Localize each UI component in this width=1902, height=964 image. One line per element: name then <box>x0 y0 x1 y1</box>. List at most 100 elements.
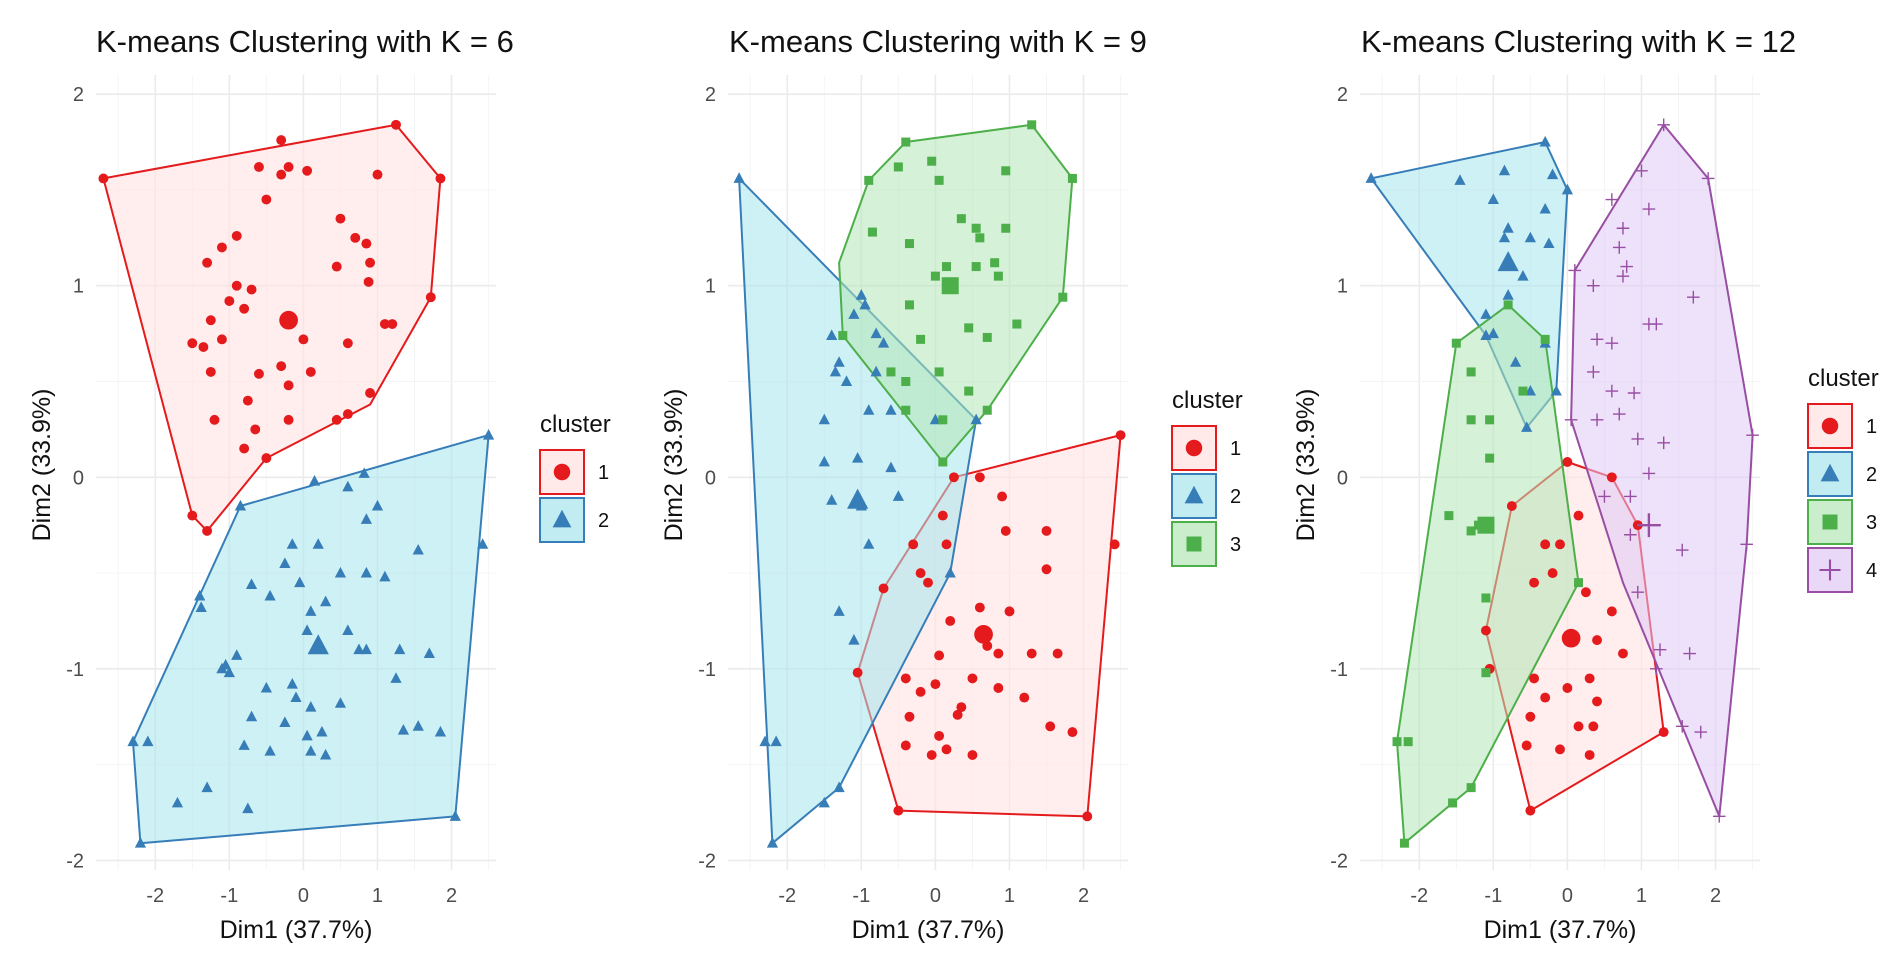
cluster-1-point <box>361 238 372 249</box>
cluster-3-point <box>1466 415 1476 425</box>
cluster-3-point <box>1444 511 1454 521</box>
cluster-3-center <box>1477 516 1495 534</box>
cluster-1-point <box>1026 648 1037 659</box>
cluster-1-point <box>967 750 978 761</box>
cluster-1-point <box>283 414 294 425</box>
cluster-2-point <box>1517 270 1529 281</box>
legend-shape <box>1185 439 1203 457</box>
cluster-4-point <box>1683 647 1696 660</box>
cluster-1-point <box>231 230 242 241</box>
cluster-1-point <box>1573 721 1584 732</box>
cluster-1-point <box>216 242 227 253</box>
y-tick-label: 2 <box>73 84 84 106</box>
cluster-1-point <box>205 366 216 377</box>
cluster-1-point <box>198 342 209 352</box>
cluster-1-point <box>878 583 889 594</box>
cluster-1-point <box>1547 568 1558 579</box>
cluster-2-point <box>766 837 779 848</box>
cluster-1-point <box>1052 648 1063 659</box>
x-tick-label: -2 <box>1410 885 1428 907</box>
legend-title: cluster <box>1172 387 1243 414</box>
cluster-1-point <box>254 368 264 379</box>
cluster-1-point <box>1000 525 1011 536</box>
cluster-1-point <box>365 257 376 268</box>
cluster-2-point <box>245 710 258 722</box>
x-tick-label: 1 <box>1004 885 1015 907</box>
cluster-2-point <box>833 605 845 616</box>
cluster-4-point <box>1605 384 1619 398</box>
cluster-4-point <box>1605 193 1619 206</box>
cluster-4-point <box>1657 118 1670 132</box>
legend-label: 3 <box>1230 534 1241 556</box>
cluster-1-point <box>250 424 261 435</box>
legend-label: 2 <box>1866 464 1877 486</box>
y-tick-label: 1 <box>1337 276 1348 298</box>
cluster-1-point <box>1606 606 1617 617</box>
cluster-2-point <box>360 643 372 655</box>
cluster-3-point <box>971 262 981 272</box>
x-axis-label: Dim1 (37.7%) <box>852 916 1005 944</box>
cluster-1-point <box>261 194 272 205</box>
cluster-3-point <box>1448 798 1458 808</box>
cluster-1-point <box>1521 740 1532 751</box>
cluster-3-hull <box>1396 303 1580 845</box>
cluster-3-point <box>1012 319 1022 329</box>
cluster-1-point <box>224 296 235 306</box>
cluster-4-point <box>1712 810 1726 823</box>
cluster-1-point <box>1562 683 1573 693</box>
cluster-1-point <box>1592 635 1602 646</box>
cluster-2-point <box>134 837 147 848</box>
legend-label: 2 <box>1230 486 1241 508</box>
legend: cluster 1 2 <box>539 411 611 543</box>
cluster-4-point <box>1605 336 1619 350</box>
legend-label: 3 <box>1866 512 1877 534</box>
cluster-2-point <box>290 691 302 703</box>
y-axis-label: Dim2 (33.9%) <box>660 389 688 542</box>
legend: cluster 1 2 3 <box>1171 387 1243 567</box>
cluster-2-point <box>1550 384 1562 396</box>
x-tick-label: -1 <box>1484 885 1502 907</box>
cluster-2-point <box>829 365 842 377</box>
cluster-2-center <box>847 488 869 509</box>
cluster-2-point <box>848 633 860 645</box>
cluster-4-point <box>1635 164 1648 178</box>
cluster-4-point <box>1612 407 1626 421</box>
cluster-4-point <box>1657 436 1670 450</box>
cluster-2-point <box>334 566 347 578</box>
x-tick-label: 1 <box>372 885 383 907</box>
y-tick-label: -2 <box>1330 850 1348 872</box>
cluster-2-point <box>859 298 871 310</box>
cluster-2-center <box>307 634 329 655</box>
cluster-2-point <box>127 735 139 747</box>
cluster-2-point <box>863 404 875 415</box>
cluster-1-point <box>350 232 361 243</box>
cluster-3-point <box>934 175 944 185</box>
cluster-1-point <box>1525 805 1536 816</box>
cluster-1-point <box>98 173 109 184</box>
cluster-2-point <box>142 735 154 747</box>
cluster-1-point <box>1540 539 1551 550</box>
legend: cluster 1 2 3 4 <box>1807 365 1879 593</box>
cluster-2-point <box>264 589 276 601</box>
legend-shape <box>552 509 572 528</box>
x-tick-label: 0 <box>930 885 941 907</box>
cluster-4-point <box>1701 172 1715 185</box>
cluster-1-point <box>298 334 309 345</box>
cluster-2-point <box>294 576 306 588</box>
cluster-1-point <box>1480 625 1491 636</box>
cluster-2-point <box>1480 308 1492 319</box>
cluster-2-point <box>216 662 228 674</box>
y-axis-label: Dim2 (33.9%) <box>28 389 56 542</box>
y-tick-label: -1 <box>1330 659 1348 681</box>
cluster-2-point <box>305 605 317 616</box>
cluster-3-point <box>867 227 877 237</box>
cluster-1-point <box>1506 501 1517 511</box>
cluster-4-point <box>1598 490 1611 503</box>
cluster-3-point <box>982 332 992 342</box>
cluster-2-point <box>877 337 890 348</box>
cluster-2-point <box>1524 384 1536 396</box>
y-axis-label: Dim2 (33.9%) <box>1292 389 1320 542</box>
cluster-1-point <box>276 135 287 146</box>
legend-shape <box>1184 485 1204 504</box>
